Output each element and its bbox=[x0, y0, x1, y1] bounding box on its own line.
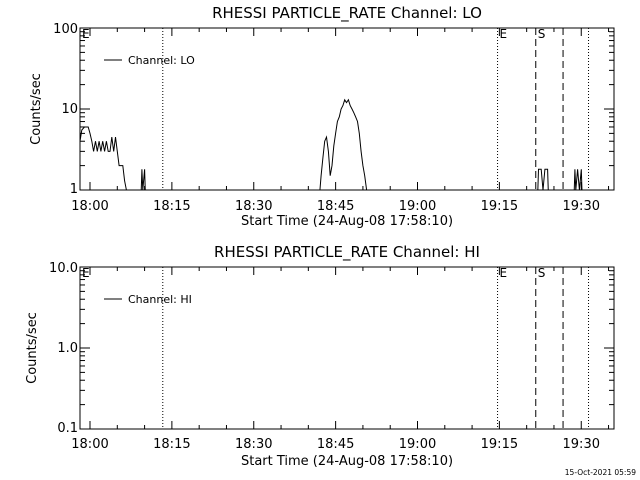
hi-legend-entry: Channel: HI bbox=[128, 293, 192, 306]
lo-series-line bbox=[80, 98, 583, 190]
lo-x-tick-label: 19:30 bbox=[563, 199, 600, 214]
lo-x-axis-label: Start Time (24-Aug-08 17:58:10) bbox=[241, 214, 453, 229]
lo-x-tick-label: 18:15 bbox=[153, 199, 190, 214]
hi-y-tick-label-0.1: 0.1 bbox=[57, 421, 78, 436]
hi-event-marker-label: S bbox=[538, 266, 546, 280]
hi-y-axis-label: Counts/sec bbox=[25, 312, 40, 384]
hi-x-axis-label: Start Time (24-Aug-08 17:58:10) bbox=[241, 454, 453, 469]
hi-corner-label: E bbox=[82, 266, 90, 280]
hi-chart-title: RHESSI PARTICLE_RATE Channel: HI bbox=[214, 243, 480, 262]
hi-x-tick-label: 19:15 bbox=[481, 437, 518, 452]
lo-event-marker-label: E bbox=[500, 27, 508, 41]
lo-x-tick-label: 18:00 bbox=[71, 199, 108, 214]
hi-x-tick-label: 18:45 bbox=[317, 437, 354, 452]
lo-y-tick-label-10: 10 bbox=[61, 102, 78, 117]
hi-x-tick-label: 19:30 bbox=[563, 437, 600, 452]
lo-x-tick-label: 19:15 bbox=[481, 199, 518, 214]
hi-x-tick-label: 18:30 bbox=[235, 437, 272, 452]
hi-channel-panel: RHESSI PARTICLE_RATE Channel: HI Counts/… bbox=[25, 243, 615, 469]
hi-event-marker-label: E bbox=[500, 266, 508, 280]
lo-legend-entry: Channel: LO bbox=[128, 54, 195, 67]
lo-corner-label: E bbox=[82, 27, 90, 41]
lo-channel-panel: RHESSI PARTICLE_RATE Channel: LO Counts/… bbox=[29, 4, 615, 229]
lo-x-tick-label: 18:45 bbox=[317, 199, 354, 214]
hi-x-tick-label: 19:00 bbox=[399, 437, 436, 452]
lo-chart-title: RHESSI PARTICLE_RATE Channel: LO bbox=[212, 4, 482, 23]
lo-x-tick-label: 18:30 bbox=[235, 199, 272, 214]
hi-x-tick-label: 18:15 bbox=[153, 437, 190, 452]
hi-x-tick-label: 18:00 bbox=[71, 437, 108, 452]
lo-dynamic-marks: 18:00 18:15 18:30 18:45 19:00 19:15 19:30 E S bbox=[71, 27, 614, 214]
lo-x-tick-label: 19:00 bbox=[399, 199, 436, 214]
lo-y-axis-label: Counts/sec bbox=[29, 73, 44, 145]
lo-y-tick-label-100: 100 bbox=[53, 22, 78, 37]
lo-event-marker-label: S bbox=[538, 27, 546, 41]
hi-dynamic-marks: 18:00 18:15 18:30 18:45 19:00 19:15 19:30 E S bbox=[71, 266, 614, 452]
hi-y-tick-label-10: 10.0 bbox=[49, 261, 78, 276]
hi-y-tick-label-1: 1.0 bbox=[57, 341, 78, 356]
footer-timestamp: 15-Oct-2021 05:59 bbox=[565, 468, 636, 477]
lo-y-tick-label-1: 1 bbox=[70, 182, 78, 197]
